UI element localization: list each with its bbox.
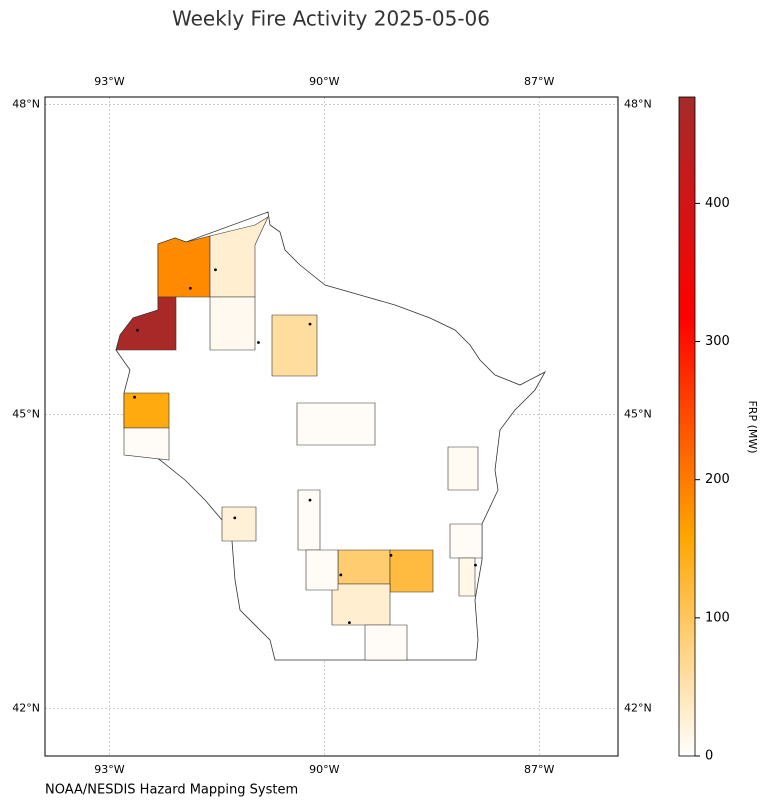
x-tick-label-top: 90°W bbox=[309, 75, 339, 88]
x-tick-label-bottom: 90°W bbox=[309, 763, 339, 776]
map-title: Weekly Fire Activity 2025-05-06 bbox=[172, 7, 490, 31]
fire-point bbox=[474, 563, 477, 567]
x-tick-label-top: 93°W bbox=[94, 75, 124, 88]
source-note: NOAA/NESDIS Hazard Mapping System bbox=[45, 783, 298, 798]
fire-point bbox=[339, 573, 343, 577]
county bbox=[389, 549, 434, 593]
y-tick-label-right: 45°N bbox=[624, 407, 652, 420]
county bbox=[123, 427, 170, 461]
county bbox=[449, 523, 483, 559]
colorbar-label: FRP (MW) bbox=[746, 400, 759, 453]
county bbox=[271, 314, 318, 377]
county bbox=[209, 296, 256, 351]
y-tick-label-left: 42°N bbox=[12, 701, 40, 714]
fire-point bbox=[133, 395, 136, 399]
county bbox=[123, 392, 170, 429]
map-frame bbox=[44, 96, 619, 757]
colorbar bbox=[678, 96, 696, 757]
fire-point bbox=[188, 286, 192, 290]
fire-point bbox=[308, 322, 312, 326]
county bbox=[305, 549, 339, 591]
colorbar-tick-label: 300 bbox=[705, 334, 730, 349]
fire-points bbox=[133, 268, 477, 625]
x-tick-label-bottom: 93°W bbox=[94, 763, 124, 776]
fire-point bbox=[257, 341, 260, 344]
x-tick-label-top: 87°W bbox=[524, 75, 554, 88]
fire-point bbox=[135, 328, 139, 332]
fire-point bbox=[308, 498, 312, 502]
colorbar-tick-label: 400 bbox=[705, 196, 730, 211]
fire-point bbox=[389, 553, 393, 557]
county bbox=[157, 235, 211, 298]
county bbox=[297, 489, 321, 551]
y-tick-label-left: 45°N bbox=[12, 407, 40, 420]
fire-point bbox=[348, 621, 351, 625]
y-tick-label-right: 48°N bbox=[624, 97, 652, 110]
county bbox=[337, 549, 391, 585]
county bbox=[364, 624, 408, 661]
colorbar-tick-label: 0 bbox=[705, 749, 713, 764]
county bbox=[458, 557, 476, 597]
fire-point bbox=[233, 516, 237, 520]
colorbar-tick-label: 200 bbox=[705, 472, 730, 487]
fire-point bbox=[214, 268, 217, 272]
x-tick-label-bottom: 87°W bbox=[524, 763, 554, 776]
county bbox=[296, 402, 376, 446]
y-tick-label-left: 48°N bbox=[12, 97, 40, 110]
county bbox=[331, 583, 391, 626]
colorbar-tick-label: 100 bbox=[705, 610, 730, 625]
county bbox=[221, 506, 257, 542]
y-tick-label-right: 42°N bbox=[624, 701, 652, 714]
county bbox=[447, 446, 479, 491]
county bbox=[115, 296, 177, 351]
